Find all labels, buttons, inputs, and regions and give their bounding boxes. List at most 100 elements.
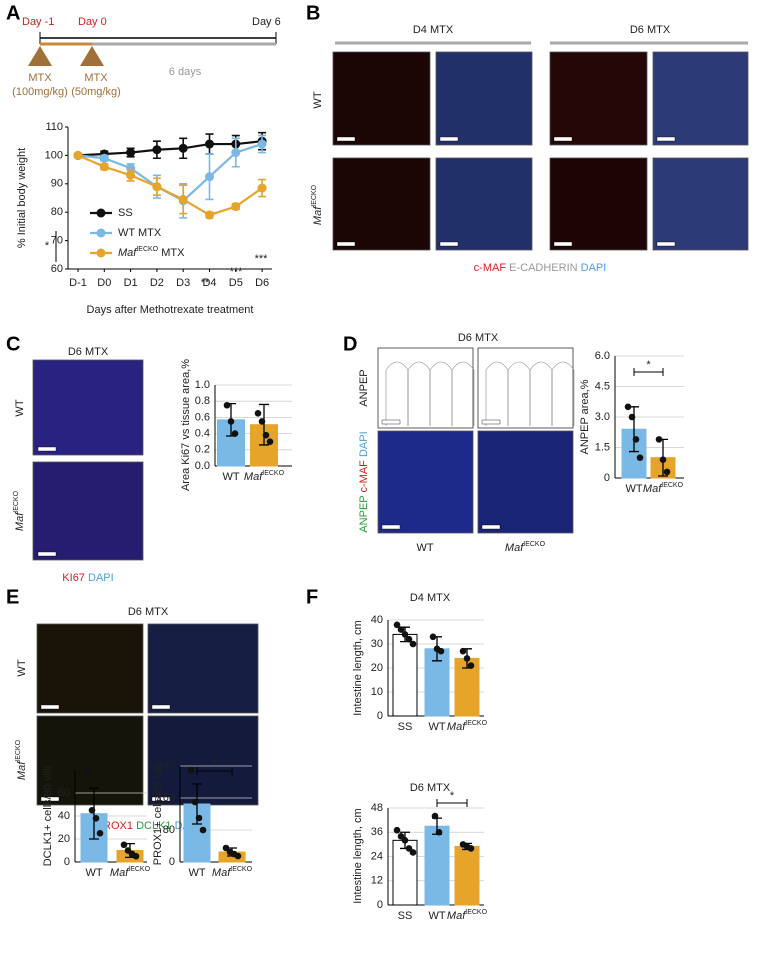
y-tick-label: 36 <box>371 826 383 838</box>
micrograph <box>332 157 431 251</box>
marker <box>126 148 136 158</box>
y-tick-label: 0.8 <box>195 395 210 407</box>
y-tick-label: 20 <box>371 662 383 674</box>
stain: DCLK1 <box>136 820 171 832</box>
x-tick-label: D-1 <box>69 277 87 289</box>
y-tick-label: 3.0 <box>595 411 610 423</box>
data-point <box>431 812 439 820</box>
data-point <box>254 410 262 417</box>
data-point <box>628 413 636 421</box>
dose-label: MTX <box>28 72 52 84</box>
y-tick-label: 60 <box>51 263 63 275</box>
micrograph <box>32 359 144 456</box>
scale-bar <box>481 524 501 530</box>
data-point <box>624 403 632 411</box>
timeline-label: Day 0 <box>78 16 107 28</box>
data-point <box>84 765 92 773</box>
y-axis-label: DCLK1+ cells/80 villi <box>42 766 54 867</box>
micrograph <box>36 623 144 714</box>
row-label: WT <box>312 91 324 108</box>
y-tick-label: 70 <box>51 235 63 247</box>
villus-outline <box>451 361 475 426</box>
micrograph <box>652 51 749 146</box>
marker <box>178 194 188 204</box>
y-tick-label: 90 <box>51 178 63 190</box>
y-tick-label: 0 <box>169 856 175 868</box>
stain: DAPI <box>88 572 114 584</box>
row-label: MafIECKO <box>15 739 28 780</box>
data-point <box>262 431 270 439</box>
chart-title: D4 MTX <box>410 592 451 604</box>
dose-marker <box>80 46 104 66</box>
data-point <box>92 815 100 822</box>
y-tick-label: 0.0 <box>195 460 210 472</box>
marker <box>257 183 267 193</box>
y-tick-label: 40 <box>58 810 70 822</box>
scale-bar <box>37 551 57 557</box>
dose-label: MTX <box>84 72 108 84</box>
y-tick-label: 1.5 <box>595 441 610 453</box>
x-tick-label: MafIECKO <box>447 720 488 733</box>
data-point <box>405 635 413 643</box>
significance-label: * <box>212 758 217 770</box>
y-tick-label: 0.2 <box>195 444 210 456</box>
data-point <box>96 829 104 837</box>
column-label: MafIECKO <box>505 541 546 554</box>
x-tick-label: WT <box>188 867 205 879</box>
x-axis-label: Days after Methotrexate treatment <box>87 304 254 316</box>
marker <box>231 148 241 158</box>
y-tick-label: 80 <box>163 824 175 836</box>
stain: ANPEP <box>358 496 370 533</box>
micrograph <box>377 430 474 534</box>
micrograph <box>32 461 144 561</box>
error-bar <box>259 403 269 446</box>
significance-label: * <box>646 359 651 371</box>
y-tick-label: 10 <box>371 686 383 698</box>
micrograph <box>477 347 574 429</box>
micrograph <box>652 157 749 251</box>
panel-label: B <box>306 2 320 24</box>
annotation: * <box>45 240 50 252</box>
y-tick-label: 100 <box>45 149 63 161</box>
x-tick-label: D1 <box>124 277 138 289</box>
stain-legend: ANPEP c-MAF DAPI <box>358 431 370 532</box>
data-point <box>227 418 235 425</box>
line <box>77 154 263 217</box>
marker <box>178 143 188 153</box>
stain: DAPI <box>358 431 370 457</box>
data-point <box>223 401 231 409</box>
marker <box>99 153 109 163</box>
data-point <box>409 849 417 856</box>
data-point <box>393 826 401 834</box>
y-axis-label: Intestine length, cm <box>352 620 364 715</box>
data-point <box>655 436 663 443</box>
dose-marker <box>28 46 52 66</box>
marker <box>205 172 214 182</box>
marker <box>126 163 136 173</box>
x-tick-label: WT <box>428 910 445 922</box>
x-tick-label: SS <box>398 721 413 733</box>
x-tick-label: WT <box>625 483 642 495</box>
annotation: *** <box>255 253 269 265</box>
panel-label: C <box>6 333 20 355</box>
y-axis-label: Intestine length, cm <box>352 808 364 903</box>
x-tick-label: MafIECKO <box>447 909 488 922</box>
micrograph <box>147 715 259 806</box>
data-point <box>393 621 401 629</box>
column-label: WT <box>416 542 433 554</box>
x-tick-label: SS <box>398 910 413 922</box>
scale-bar <box>553 241 573 247</box>
y-tick-label: 110 <box>45 121 63 133</box>
data-point <box>409 640 417 648</box>
stain: DAPI <box>581 262 607 274</box>
micrograph <box>435 51 533 146</box>
legend-label: MafIECKO MTX <box>118 246 185 259</box>
data-point <box>120 841 128 849</box>
error-bar <box>89 787 99 840</box>
scale-bar <box>151 796 171 802</box>
micrograph <box>332 51 431 146</box>
micrograph <box>435 157 533 251</box>
micrograph <box>477 430 574 534</box>
x-tick-label: MafIECKO <box>110 866 151 879</box>
